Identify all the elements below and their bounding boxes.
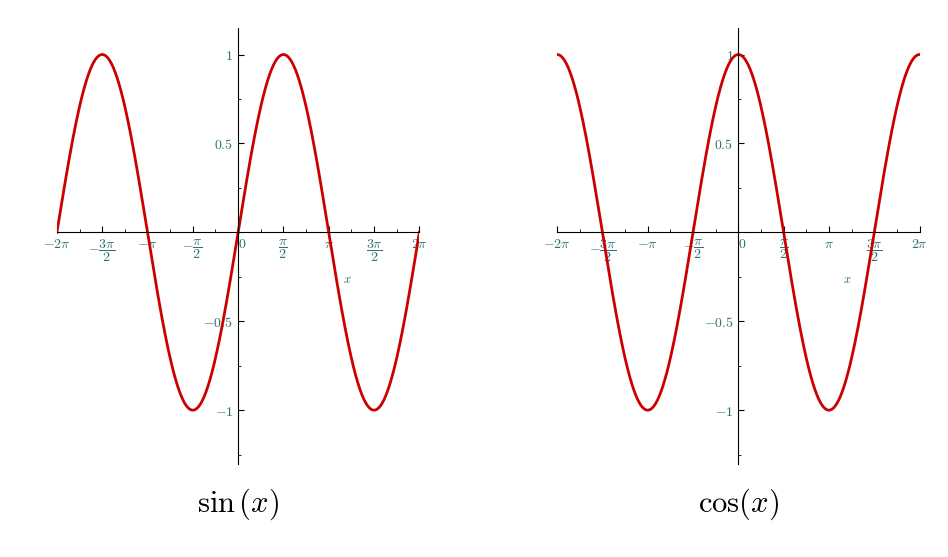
Text: $\mathrm{sin}\,(x)$: $\mathrm{sin}\,(x)$ <box>197 486 279 522</box>
Text: $x$: $x$ <box>844 273 852 286</box>
Text: $\mathrm{cos}(x)$: $\mathrm{cos}(x)$ <box>698 486 779 522</box>
Text: $x$: $x$ <box>343 273 352 286</box>
